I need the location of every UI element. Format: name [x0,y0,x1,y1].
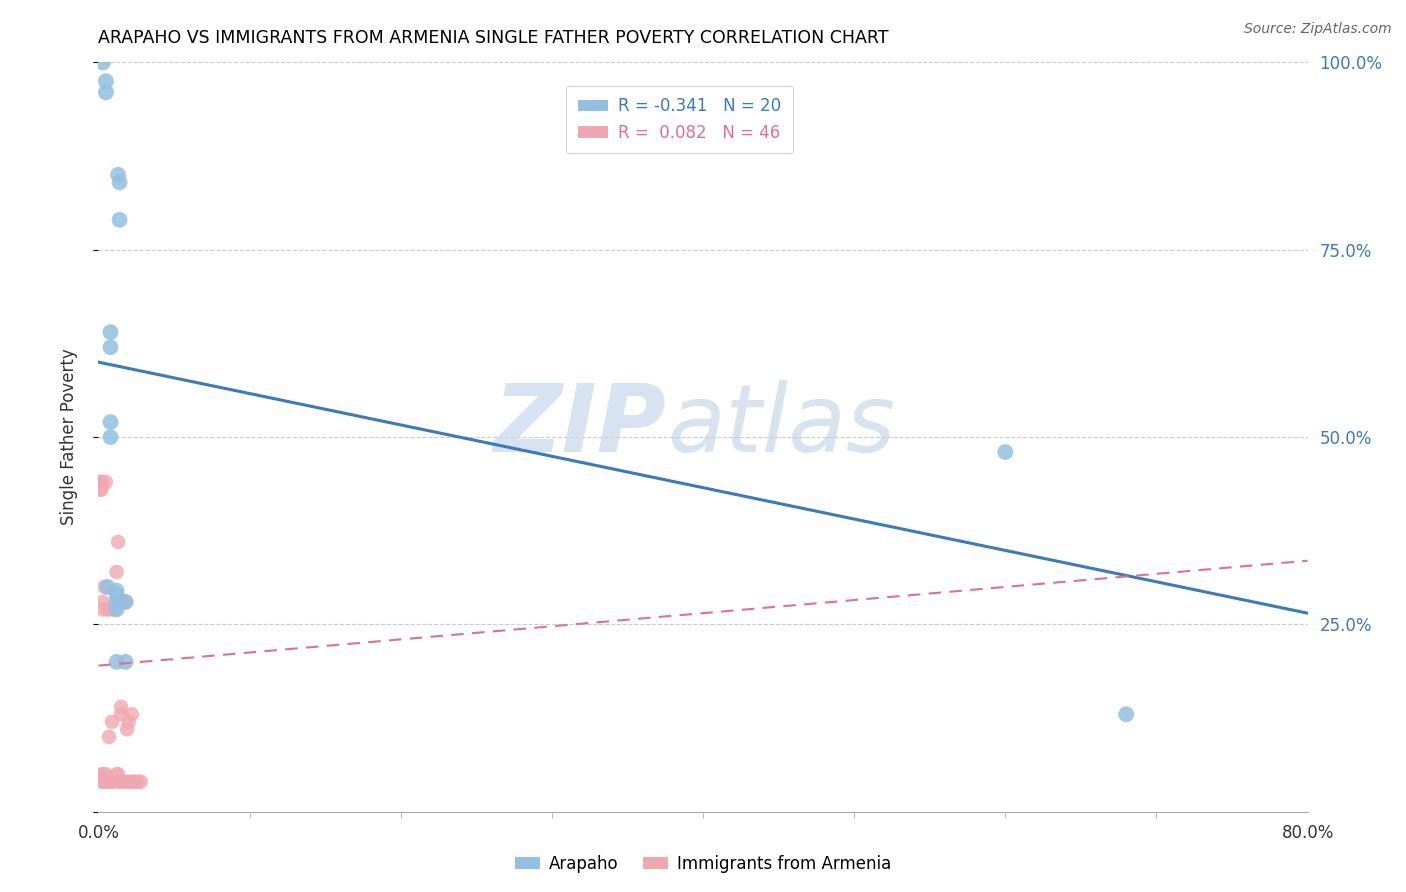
Point [103,602,125,616]
Text: Source: ZipAtlas.com: Source: ZipAtlas.com [1244,22,1392,37]
Point [111,595,134,609]
Point [994,445,1017,459]
Point [100,602,122,616]
Point [100,415,122,429]
Point [114,595,136,609]
Point [122,774,145,789]
Point [94,475,117,489]
Point [107,767,129,781]
Point [91,767,114,781]
Point [105,602,128,616]
Point [108,595,131,609]
Legend: R = -0.341   N = 20, R =  0.082   N = 46: R = -0.341 N = 20, R = 0.082 N = 46 [567,86,793,153]
Text: atlas: atlas [666,380,896,471]
Text: ZIP: ZIP [494,380,666,472]
Legend: Arapaho, Immigrants from Armenia: Arapaho, Immigrants from Armenia [509,848,897,880]
Point [100,340,122,354]
Point [118,714,141,729]
Point [121,707,143,722]
Point [93,774,115,789]
Point [90,475,112,489]
Point [108,175,131,189]
Point [100,325,122,339]
Point [110,774,132,789]
Point [114,595,136,609]
Point [105,587,128,601]
Point [105,583,128,598]
Point [107,168,129,182]
Point [101,714,124,729]
Point [105,655,128,669]
Point [1115,707,1137,722]
Point [90,774,112,789]
Point [91,602,114,616]
Point [124,774,146,789]
Point [89,475,111,489]
Point [96,580,118,594]
Point [90,767,112,781]
Point [115,774,138,789]
Point [94,774,117,789]
Point [115,723,138,737]
Point [100,430,122,444]
Point [108,212,131,227]
Point [94,86,117,100]
Point [105,767,128,781]
Point [94,74,117,88]
Point [96,602,118,616]
Point [104,602,127,616]
Point [93,580,115,594]
Point [103,774,125,789]
Point [96,774,118,789]
Point [89,483,111,497]
Point [105,565,128,579]
Point [114,655,136,669]
Point [89,475,111,489]
Point [129,774,152,789]
Text: ARAPAHO VS IMMIGRANTS FROM ARMENIA SINGLE FATHER POVERTY CORRELATION CHART: ARAPAHO VS IMMIGRANTS FROM ARMENIA SINGL… [98,29,889,47]
Point [112,774,135,789]
Point [105,595,128,609]
Point [107,535,129,549]
Point [110,707,132,722]
Point [100,774,122,789]
Point [98,774,121,789]
Y-axis label: Single Father Poverty: Single Father Poverty [59,349,77,525]
Point [91,55,114,70]
Point [108,774,131,789]
Point [91,595,114,609]
Point [98,730,121,744]
Point [110,699,132,714]
Point [94,767,117,781]
Point [90,483,112,497]
Point [127,774,149,789]
Point [120,774,142,789]
